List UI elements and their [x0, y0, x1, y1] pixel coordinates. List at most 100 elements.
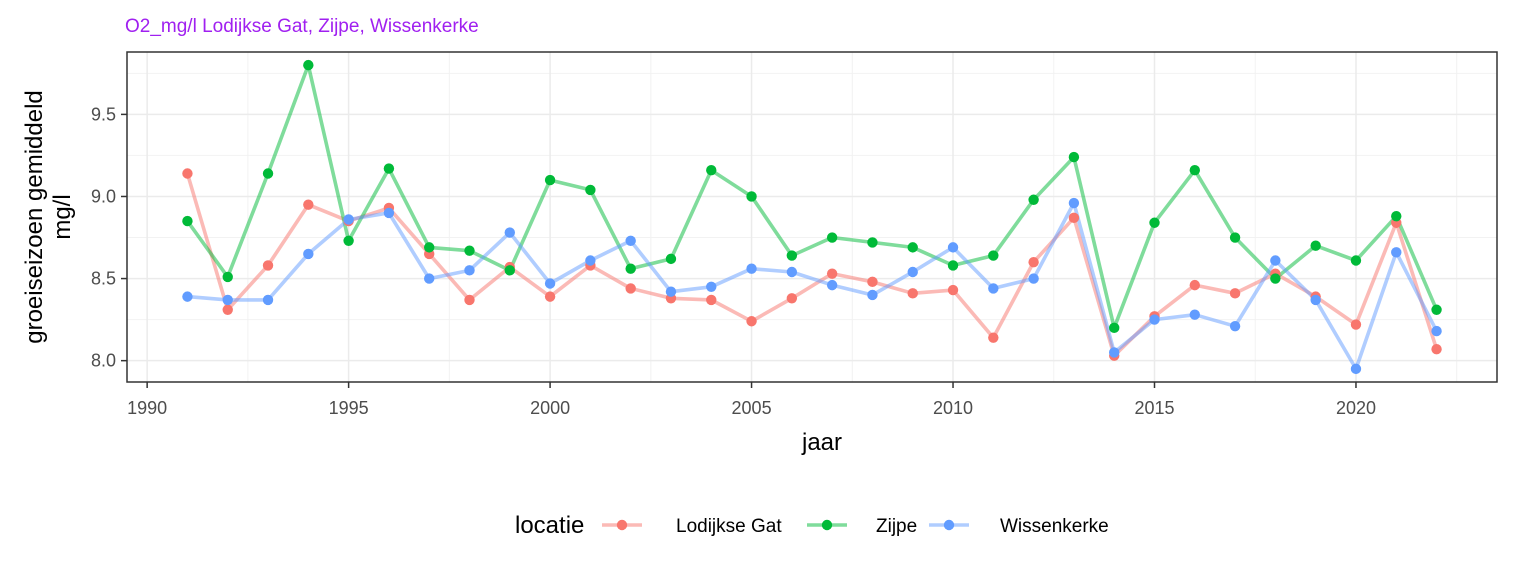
data-point-wissenkerke — [585, 255, 596, 266]
data-point-lodijkse-gat — [1350, 319, 1362, 330]
data-point-lodijkse-gat — [182, 168, 193, 179]
x-tick-label: 1990 — [127, 398, 167, 418]
data-point-lodijkse-gat — [746, 316, 757, 327]
plot-panel — [126, 51, 1498, 383]
data-point-zijpe — [504, 265, 515, 276]
data-point-wissenkerke — [947, 242, 959, 253]
legend-item-zijpe: Zijpe — [807, 516, 917, 537]
data-point-wissenkerke — [625, 235, 636, 247]
data-point-zijpe — [907, 242, 918, 253]
data-point-wissenkerke — [1270, 255, 1281, 266]
data-point-wissenkerke — [182, 291, 193, 302]
y-tick-label: 8.5 — [91, 269, 116, 289]
y-axis-title-line-1: groeiseizoen gemiddeld — [21, 90, 48, 344]
data-point-zijpe — [262, 168, 274, 179]
data-point-zijpe — [464, 245, 475, 256]
data-point-zijpe — [706, 165, 717, 176]
data-point-wissenkerke — [826, 279, 838, 291]
data-point-lodijkse-gat — [262, 260, 274, 271]
x-tick-label: 2020 — [1336, 398, 1376, 418]
data-point-zijpe — [1109, 322, 1120, 334]
data-point-lodijkse-gat — [706, 294, 717, 306]
data-point-wissenkerke — [1431, 325, 1442, 337]
data-point-wissenkerke — [1068, 197, 1080, 209]
data-point-wissenkerke — [665, 286, 677, 297]
plot-border — [126, 51, 1498, 383]
legend-key-point — [821, 519, 833, 531]
data-point-zijpe — [786, 250, 798, 261]
data-point-wissenkerke — [464, 265, 475, 276]
data-point-wissenkerke — [1229, 320, 1241, 332]
data-point-wissenkerke — [343, 214, 354, 225]
data-point-lodijkse-gat — [1068, 212, 1080, 224]
y-tick-label: 9.5 — [91, 104, 116, 124]
data-point-lodijkse-gat — [947, 284, 959, 296]
legend-label: Zijpe — [876, 516, 917, 537]
data-point-zijpe — [746, 191, 757, 202]
y-axis-title: groeiseizoen gemiddeld mg/l — [21, 90, 76, 344]
data-point-zijpe — [1028, 194, 1039, 205]
data-point-zijpe — [1270, 273, 1281, 284]
data-point-lodijkse-gat — [1431, 343, 1442, 355]
data-point-zijpe — [988, 250, 999, 261]
series-line-wissenkerke — [187, 201, 1439, 371]
data-point-lodijkse-gat — [1229, 288, 1241, 299]
data-point-wissenkerke — [262, 294, 274, 306]
data-point-zijpe — [1350, 255, 1362, 266]
data-point-wissenkerke — [1149, 314, 1160, 325]
data-point-lodijkse-gat — [1028, 256, 1039, 268]
data-point-zijpe — [182, 215, 193, 227]
data-point-zijpe — [343, 235, 354, 247]
data-point-lodijkse-gat — [222, 304, 233, 315]
data-point-lodijkse-gat — [867, 276, 878, 288]
data-point-zijpe — [625, 263, 636, 274]
legend-item-lodijkse-gat: Lodijkse Gat — [602, 516, 782, 537]
data-point-zijpe — [544, 174, 556, 186]
data-point-zijpe — [1391, 210, 1402, 222]
data-point-zijpe — [1229, 232, 1241, 243]
data-point-lodijkse-gat — [1189, 279, 1200, 291]
x-tick-label: 2000 — [530, 398, 570, 418]
data-point-wissenkerke — [303, 248, 314, 260]
data-point-lodijkse-gat — [988, 332, 999, 343]
y-axis-title-line-2: mg/l — [49, 194, 76, 239]
legend-label: Wissenkerke — [1000, 516, 1109, 537]
data-point-zijpe — [303, 59, 314, 71]
x-tick-label: 2005 — [732, 398, 772, 418]
data-point-wissenkerke — [1109, 347, 1120, 358]
data-point-wissenkerke — [907, 266, 918, 278]
x-tick-label: 2015 — [1134, 398, 1174, 418]
data-point-zijpe — [1189, 165, 1200, 176]
data-point-wissenkerke — [1391, 247, 1402, 258]
data-point-lodijkse-gat — [907, 288, 918, 299]
y-tick-label: 9.0 — [91, 186, 116, 206]
data-point-lodijkse-gat — [786, 293, 798, 304]
data-point-zijpe — [585, 184, 596, 196]
data-point-wissenkerke — [424, 273, 435, 284]
data-point-wissenkerke — [706, 281, 717, 292]
data-point-wissenkerke — [867, 289, 878, 301]
data-point-zijpe — [222, 271, 233, 283]
data-point-wissenkerke — [222, 294, 233, 306]
legend-key-point — [943, 519, 955, 531]
data-point-lodijkse-gat — [826, 268, 838, 279]
data-point-zijpe — [1431, 304, 1442, 315]
data-point-wissenkerke — [1189, 309, 1200, 320]
series-line-lodijkse-gat — [185, 172, 1439, 358]
x-axis-title: jaar — [801, 429, 842, 456]
legend-label: Lodijkse Gat — [676, 516, 782, 537]
data-point-wissenkerke — [988, 283, 999, 294]
data-point-zijpe — [947, 260, 959, 271]
data-point-zijpe — [1310, 240, 1321, 251]
data-point-zijpe — [867, 237, 878, 248]
data-point-zijpe — [424, 242, 435, 253]
data-point-lodijkse-gat — [625, 283, 636, 294]
legend-title: locatie — [515, 512, 584, 539]
data-point-wissenkerke — [1350, 363, 1362, 375]
data-point-zijpe — [383, 163, 395, 174]
data-point-zijpe — [665, 253, 677, 265]
chart-title: O2_mg/l Lodijkse Gat, Zijpe, Wissenkerke — [125, 16, 479, 37]
y-tick-label: 8.0 — [91, 351, 116, 371]
data-point-wissenkerke — [786, 266, 798, 278]
